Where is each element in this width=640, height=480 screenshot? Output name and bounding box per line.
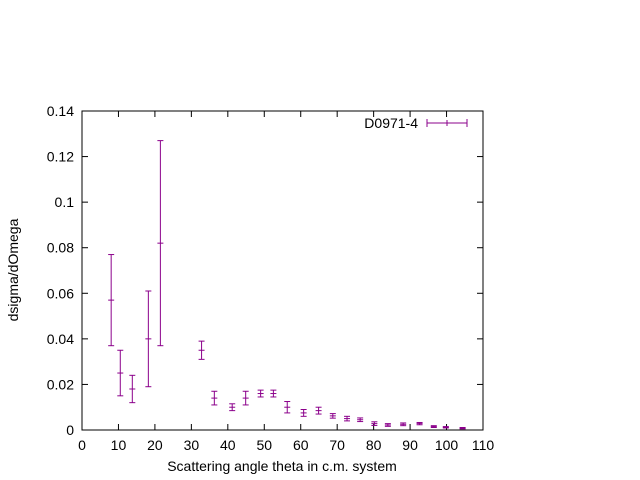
x-tick-label: 110 bbox=[472, 437, 495, 453]
data-points-layer bbox=[108, 140, 466, 430]
data-point bbox=[315, 406, 322, 415]
y-tick-label: 0.08 bbox=[47, 240, 74, 256]
x-tick-label: 50 bbox=[256, 437, 272, 453]
data-point bbox=[108, 254, 115, 347]
x-tick-label: 100 bbox=[435, 437, 459, 453]
data-point bbox=[270, 389, 277, 398]
data-point bbox=[384, 423, 391, 427]
y-axis-label: dsigma/dOmega bbox=[5, 218, 21, 321]
data-point bbox=[157, 140, 164, 347]
ticks-layer: 0 10 20 30 40 50 60 70 80 90 100 110 0 0.02 0.04 0.06 0.… bbox=[47, 103, 495, 453]
data-point bbox=[284, 401, 291, 414]
legend-series-sample bbox=[426, 119, 468, 127]
data-point bbox=[198, 340, 205, 360]
data-point bbox=[300, 408, 307, 417]
y-tick-label: 0.06 bbox=[47, 285, 74, 301]
data-point bbox=[117, 349, 124, 397]
data-point bbox=[145, 290, 152, 388]
x-tick-label: 80 bbox=[366, 437, 382, 453]
data-point bbox=[257, 389, 264, 398]
data-point bbox=[371, 421, 378, 426]
data-point bbox=[400, 422, 407, 427]
data-point bbox=[357, 417, 364, 423]
x-tick-label: 10 bbox=[111, 437, 127, 453]
data-point bbox=[442, 426, 449, 429]
y-tick-label: 0.14 bbox=[47, 103, 74, 119]
data-point bbox=[129, 374, 136, 404]
data-point bbox=[229, 403, 236, 412]
data-point bbox=[430, 425, 437, 428]
x-axis-label: Scattering angle theta in c.m. system bbox=[167, 458, 397, 474]
y-tick-label: 0.02 bbox=[47, 376, 74, 392]
data-point bbox=[211, 390, 218, 406]
data-point bbox=[242, 390, 249, 406]
x-tick-label: 40 bbox=[220, 437, 236, 453]
y-tick-label: 0 bbox=[66, 422, 74, 438]
x-tick-label: 0 bbox=[78, 437, 86, 453]
y-tick-label: 0.04 bbox=[47, 331, 74, 347]
x-tick-label: 20 bbox=[147, 437, 163, 453]
legend: D0971-4 bbox=[364, 115, 468, 131]
data-point bbox=[459, 426, 466, 430]
x-tick-label: 60 bbox=[293, 437, 309, 453]
plot-frame bbox=[81, 110, 484, 431]
x-tick-label: 70 bbox=[329, 437, 345, 453]
legend-label-series: D0971-4 bbox=[364, 115, 418, 131]
data-point bbox=[416, 421, 423, 426]
data-point bbox=[329, 413, 336, 419]
y-tick-label: 0.12 bbox=[47, 149, 74, 165]
x-tick-label: 30 bbox=[184, 437, 200, 453]
y-tick-label: 0.1 bbox=[55, 194, 75, 210]
x-tick-label: 90 bbox=[402, 437, 418, 453]
data-point bbox=[344, 415, 351, 422]
